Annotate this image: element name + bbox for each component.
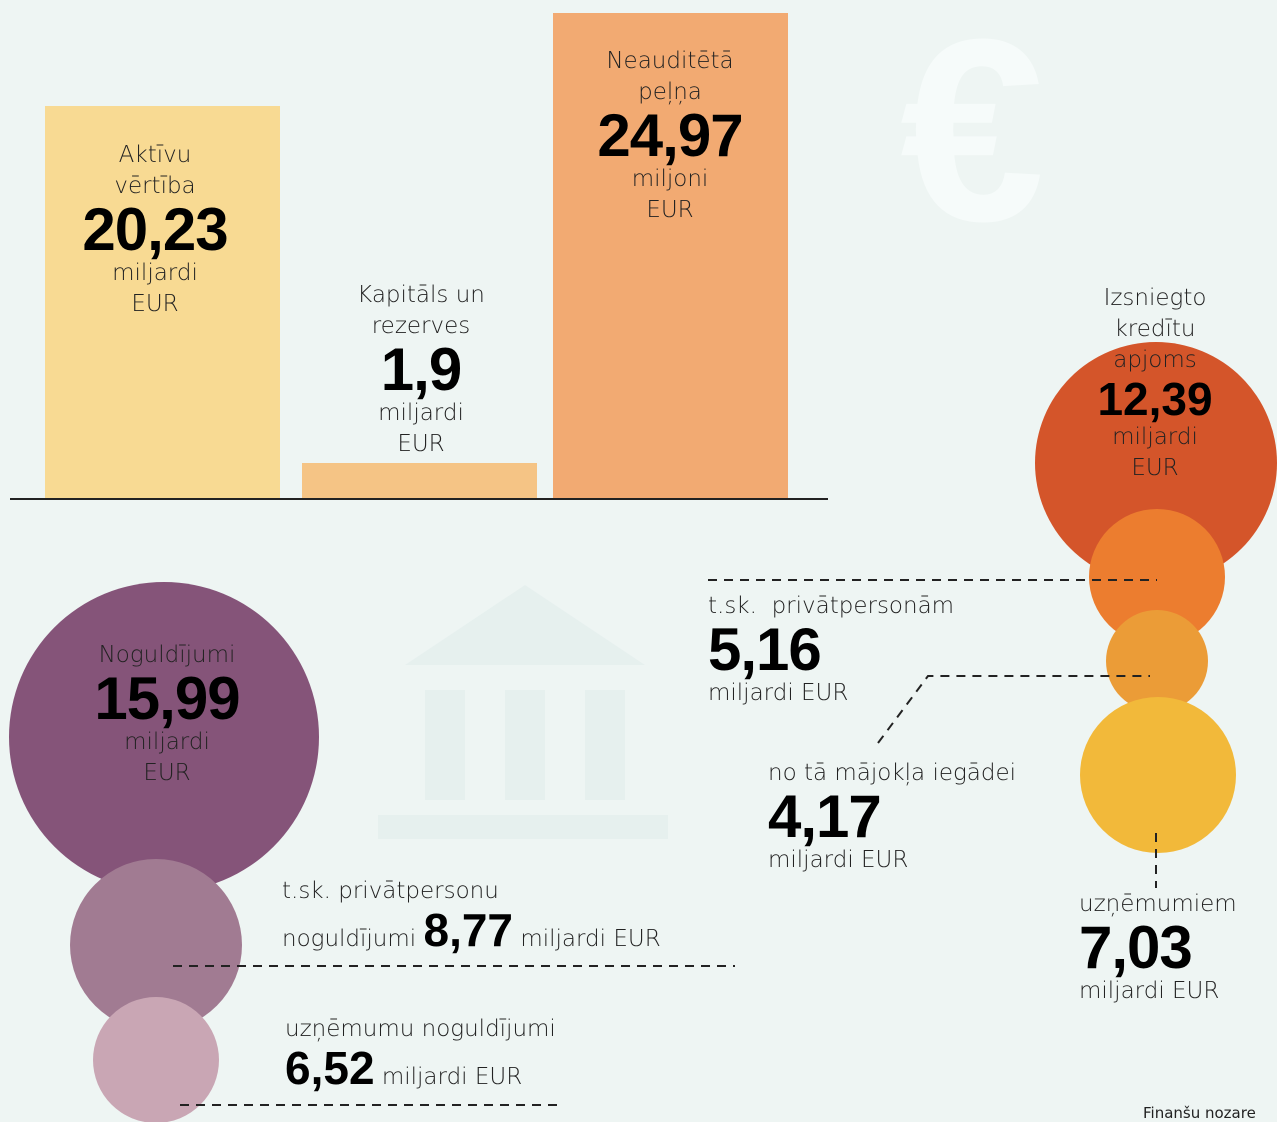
unit: miljardi EUR: [768, 845, 1088, 876]
value: 6,52: [285, 1045, 375, 1091]
unit: miljoni EUR: [610, 164, 730, 226]
euro-icon: €: [900, 0, 1045, 276]
label: t.sk. privātpersonu: [282, 876, 752, 907]
value: 1,9: [311, 342, 531, 398]
circle: [1080, 697, 1236, 853]
circle: [93, 997, 219, 1122]
value: 4,17: [768, 789, 1088, 845]
footer: Finanšu nozare: [1143, 1104, 1256, 1122]
deposits-private: t.sk. privātpersonu noguldījumi 8,77 milj…: [282, 876, 752, 955]
value: 12,39: [1080, 376, 1230, 422]
label: Aktīvu vērtība: [95, 140, 215, 202]
bank-icon: [378, 585, 668, 839]
value: 8,77: [423, 907, 513, 953]
label: Izsniegto kredītu apjoms: [1080, 283, 1230, 376]
infographic: € Aktīvu vērtība20,23miljardi EUR Kapitā…: [0, 0, 1277, 1122]
value: 15,99: [57, 671, 277, 727]
value: 20,23: [45, 202, 265, 258]
unit: miljardi EUR: [95, 258, 215, 320]
value: 7,03: [1079, 920, 1277, 976]
circle: [1106, 610, 1208, 712]
label: Neauditētā peļņa: [595, 46, 745, 108]
bar: [302, 463, 537, 499]
label: noguldījumi: [282, 926, 416, 952]
unit: miljardi EUR: [1079, 976, 1277, 1007]
label: Kapitāls un rezerves: [336, 280, 506, 342]
unit: miljardi EUR: [1100, 422, 1210, 484]
unit: miljardi EUR: [382, 1064, 522, 1090]
value: 24,97: [560, 108, 780, 164]
unit: miljardi EUR: [361, 398, 481, 460]
unit: miljardi EUR: [107, 727, 227, 789]
unit: miljardi EUR: [520, 926, 660, 952]
unit: miljardi EUR: [708, 678, 1028, 709]
label: uzņēmumu noguldījumi: [285, 1014, 685, 1045]
value: 5,16: [708, 622, 1028, 678]
